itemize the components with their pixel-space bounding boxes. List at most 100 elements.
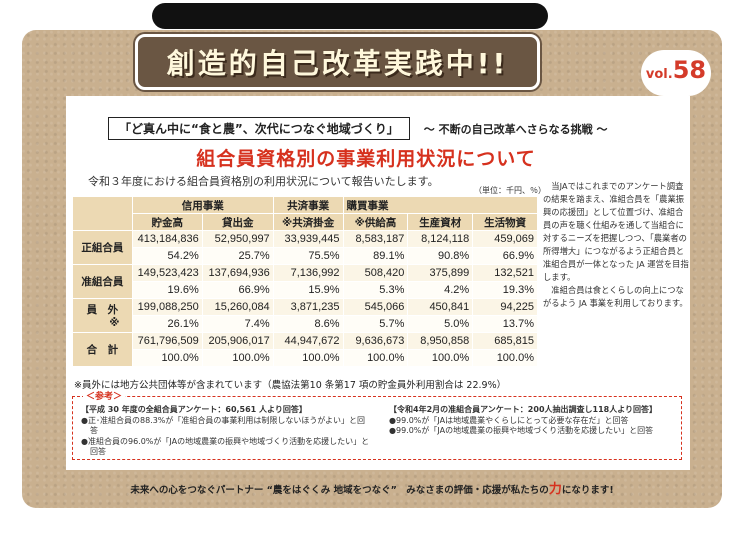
- slogan-text: 未来への心をつなぐパートナー “農をはぐくみ 地域をつなぐ” みなさまの評価・応…: [130, 485, 549, 496]
- group-header: 共済事業: [272, 196, 344, 214]
- bottom-slogan: 未来への心をつなぐパートナー “農をはぐくみ 地域をつなぐ” みなさまの評価・応…: [22, 478, 722, 497]
- side-paragraph: 准組合員は食とくらしの向上につながるよう JA 事業を利用しております。: [543, 285, 688, 308]
- table-cell: 9,636,673: [342, 332, 409, 350]
- table-cell: 5.0%: [407, 315, 474, 333]
- table-cell: 8,124,118: [407, 230, 474, 248]
- table-row: 員 外 ※ 199,088,250 15,260,084 3,871,235 5…: [72, 298, 538, 333]
- table-cell: 13.7%: [472, 315, 538, 333]
- usage-table: 信用事業 共済事業 購買事業 貯金高 貸出金 ※共済掛金 ※供給高 生産資材 生…: [72, 196, 539, 367]
- table-cell: 3,871,235: [272, 298, 344, 316]
- table-cell: 450,841: [407, 298, 474, 316]
- subtitle-row: 「ど真ん中に“食と農”、次代につなぐ地域づくり」 ～ 不断の自己改革へさらなる挑…: [108, 117, 607, 140]
- top-black-bar: [152, 3, 548, 29]
- table-cell: 199,088,250: [131, 298, 203, 316]
- table-cell: 25.7%: [201, 247, 274, 265]
- column-header: 貸出金: [201, 213, 274, 231]
- row-label: 准組合員: [72, 264, 133, 299]
- table-cell: 508,420: [342, 264, 409, 282]
- table-cell: 33,939,445: [272, 230, 344, 248]
- column-header: ※共済掛金: [272, 213, 344, 231]
- table-cell: 5.7%: [342, 315, 409, 333]
- table-cell: 26.1%: [131, 315, 203, 333]
- table-cell: 94,225: [472, 298, 538, 316]
- unit-note: （単位：千円、％）: [474, 186, 546, 195]
- table-cell: 413,184,836: [131, 230, 203, 248]
- row-label-note: ※: [109, 317, 120, 329]
- table-cell: 19.6%: [131, 281, 203, 299]
- table-corner: [72, 196, 133, 231]
- table-cell: 685,815: [472, 332, 538, 350]
- vol-number: 58: [672, 56, 707, 84]
- table-cell: 545,066: [342, 298, 409, 316]
- table-cell: 66.9%: [201, 281, 274, 299]
- reference-left: 【平成 30 年度の全組合員アンケート：60,561 人より回答】 ●正･准組合…: [81, 405, 371, 458]
- table-cell: 100.0%: [131, 349, 203, 367]
- table-cell: 761,796,509: [131, 332, 203, 350]
- group-header: 購買事業: [342, 196, 539, 214]
- reference-right-head: 【令和4年2月の准組合員アンケート：200人抽出調査し118人より回答】: [389, 405, 658, 414]
- table-cell: 4.2%: [407, 281, 474, 299]
- reference-item: ●正･准組合員の88.3%が「准組合員の事業利用は制限しないほうがよい」と回答: [81, 415, 365, 436]
- reference-left-head: 【平成 30 年度の全組合員アンケート：60,561 人より回答】: [81, 405, 307, 414]
- table-cell: 75.5%: [272, 247, 344, 265]
- reference-item: ●准組合員の96.0%が「JAの地域農業の振興や地域づくり活動を応援したい」と回…: [81, 436, 370, 457]
- main-title: 組合員資格別の事業利用状況について: [196, 148, 536, 170]
- table-cell: 44,947,672: [272, 332, 344, 350]
- table-row: 100.0% 100.0% 100.0% 100.0% 100.0% 100.0…: [73, 349, 538, 367]
- row-label: 員 外 ※: [72, 298, 133, 333]
- banner-title: 創造的自己改革実践中!!: [166, 47, 509, 80]
- column-header: 生活物資: [472, 213, 538, 231]
- group-header: 信用事業: [131, 196, 274, 214]
- table-cell: 66.9%: [472, 247, 538, 265]
- table-cell: 8,583,187: [342, 230, 409, 248]
- table-cell: 54.2%: [131, 247, 203, 265]
- column-header: 貯金高: [131, 213, 203, 231]
- table-cell: 15.9%: [272, 281, 344, 299]
- table-cell: 132,521: [472, 264, 538, 282]
- table-cell: 100.0%: [342, 349, 409, 367]
- reference-box: ＜参考＞ 【平成 30 年度の全組合員アンケート：60,561 人より回答】 ●…: [72, 389, 682, 460]
- header-banner: 創造的自己改革実践中!!: [135, 34, 540, 90]
- table-cell: 100.0%: [201, 349, 274, 367]
- table-row: 19.6% 66.9% 15.9% 5.3% 4.2% 19.3%: [73, 281, 538, 299]
- column-header: 生産資材: [407, 213, 474, 231]
- table-cell: 100.0%: [272, 349, 344, 367]
- row-label: 合 計: [72, 332, 133, 367]
- sub-tagline: ～ 不断の自己改革へさらなる挑戦 ～: [423, 122, 608, 136]
- table-cell: 8.6%: [272, 315, 344, 333]
- table-footnote: ※員外には地方公共団体等が含まれています（農協法第10 条第17 項の貯金員外利…: [74, 380, 507, 391]
- table-row: 准組合員 149,523,423 137,694,936 7,136,992 5…: [72, 264, 538, 299]
- side-text: 当JAではこれまでのアンケート調査の結果を踏まえ、准組合員を「農業振興の応援団」…: [543, 180, 689, 310]
- table-cell: 7,136,992: [272, 264, 344, 282]
- side-paragraph: 当JAではこれまでのアンケート調査の結果を踏まえ、准組合員を「農業振興の応援団」…: [543, 181, 689, 282]
- table-cell: 15,260,084: [201, 298, 274, 316]
- intro-text: 令和３年度における組合員資格別の利用状況について報告いたします。: [88, 175, 439, 188]
- table-group-row: 信用事業 共済事業 購買事業: [72, 196, 539, 231]
- vol-prefix: vol.: [645, 67, 673, 82]
- table-row: 合 計 761,796,509 205,906,017 44,947,672 9…: [72, 332, 538, 367]
- table-cell: 89.1%: [342, 247, 409, 265]
- table-cell: 149,523,423: [131, 264, 203, 282]
- vol-badge: vol. 58: [641, 50, 711, 96]
- table-row: 正組合員 413,184,836 52,950,997 33,939,445 8…: [72, 230, 538, 265]
- table-column-row: 貯金高 貸出金 ※共済掛金 ※供給高 生産資材 生活物資: [73, 213, 538, 231]
- table-cell: 100.0%: [407, 349, 474, 367]
- table-row: 26.1% 7.4% 8.6% 5.7% 5.0% 13.7%: [73, 315, 538, 333]
- table-cell: 7.4%: [201, 315, 274, 333]
- reference-label: ＜参考＞: [83, 389, 126, 402]
- article-paper: 「ど真ん中に“食と農”、次代につなぐ地域づくり」 ～ 不断の自己改革へさらなる挑…: [66, 96, 690, 470]
- slogan-tail: になります!: [561, 485, 614, 496]
- reference-right: 【令和4年2月の准組合員アンケート：200人抽出調査し118人より回答】 ●99…: [389, 405, 677, 437]
- table-cell: 375,899: [407, 264, 474, 282]
- reference-item: ●99.0%が「JAは地域農業やくらしにとって必要な存在だ」と回答: [389, 415, 629, 425]
- table-cell: 137,694,936: [201, 264, 274, 282]
- slogan-emphasis: 力: [548, 482, 562, 497]
- row-label: 正組合員: [72, 230, 133, 265]
- table-cell: 19.3%: [472, 281, 538, 299]
- table-cell: 459,069: [472, 230, 538, 248]
- table-cell: 8,950,858: [407, 332, 474, 350]
- row-label-text: 員 外: [86, 304, 119, 316]
- table-cell: 90.8%: [407, 247, 474, 265]
- reference-item: ●99.0%が「JAの地域農業の振興や地域づくり活動を応援したい」と回答: [389, 426, 654, 435]
- boxed-title: 「ど真ん中に“食と農”、次代につなぐ地域づくり」: [108, 117, 410, 140]
